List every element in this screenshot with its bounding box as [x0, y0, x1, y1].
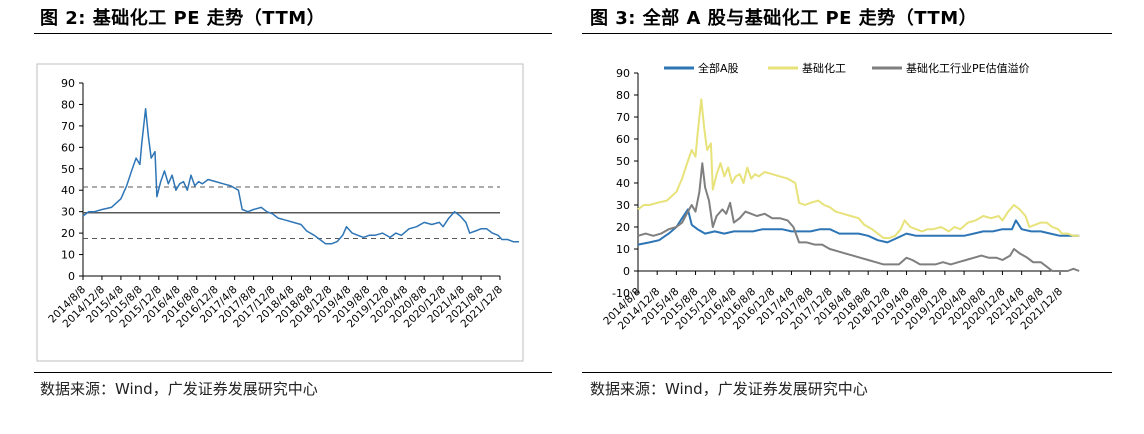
- y-tick-label: 20: [61, 227, 75, 240]
- y-tick-label: 30: [616, 199, 630, 212]
- y-tick-label: 80: [616, 89, 630, 102]
- y-tick-label: 0: [623, 265, 630, 278]
- y-tick-label: 50: [616, 155, 630, 168]
- y-tick-label: 90: [616, 67, 630, 80]
- figure-2-panel: 图 2: 基础化工 PE 走势（TTM） 0 10 20 30 40 50 60 70 80 90…: [0, 0, 560, 434]
- y-tick-label: 40: [616, 177, 630, 190]
- figure-3-top-rule: [582, 33, 1112, 34]
- figure-3-source: 数据来源：Wind，广发证券发展研究中心: [590, 380, 868, 398]
- y-tick-label: -10: [612, 287, 630, 300]
- y-tick-label: 60: [61, 141, 75, 154]
- y-tick-label: 20: [616, 221, 630, 234]
- figure-2-bottom-rule: [34, 372, 552, 373]
- figure-2-chart: 01020304050607080902014/8/82014/12/82015…: [36, 63, 524, 362]
- y-tick-label: 70: [61, 120, 75, 133]
- series-line-0: [637, 208, 1080, 246]
- legend-label: 基础化工: [802, 61, 846, 75]
- legend-label: 全部A股: [698, 61, 739, 75]
- figure-3-chart: -1001020304050607080902014/8/82014/12/82…: [601, 61, 1080, 332]
- y-tick-label: 10: [616, 243, 630, 256]
- figure-3-bottom-rule: [582, 372, 1112, 373]
- y-tick-label: 80: [61, 98, 75, 111]
- figure-3-title: 图 3: 全部 A 股与基础化工 PE 走势（TTM）: [590, 8, 978, 29]
- y-tick-label: 50: [61, 163, 75, 176]
- y-tick-label: 10: [61, 249, 75, 262]
- series-line-2: [637, 162, 1080, 272]
- chart-frame: [36, 63, 524, 362]
- y-tick-label: 60: [616, 133, 630, 146]
- series-line-1: [637, 98, 1080, 239]
- legend-label: 基础化工行业PE估值溢价: [906, 61, 1030, 75]
- y-tick-label: 30: [61, 206, 75, 219]
- y-tick-label: 0: [68, 270, 75, 283]
- y-tick-label: 70: [616, 111, 630, 124]
- y-tick-label: 40: [61, 184, 75, 197]
- figure-2-top-rule: [34, 33, 552, 34]
- y-tick-label: 90: [61, 77, 75, 90]
- figure-2-title: 图 2: 基础化工 PE 走势（TTM）: [40, 8, 326, 29]
- figure-3-panel: 图 3: 全部 A 股与基础化工 PE 走势（TTM） -10 0 10 20 30 40…: [582, 0, 1144, 434]
- figure-2-source: 数据来源：Wind，广发证券发展研究中心: [40, 380, 318, 398]
- series-line-0: [82, 107, 519, 245]
